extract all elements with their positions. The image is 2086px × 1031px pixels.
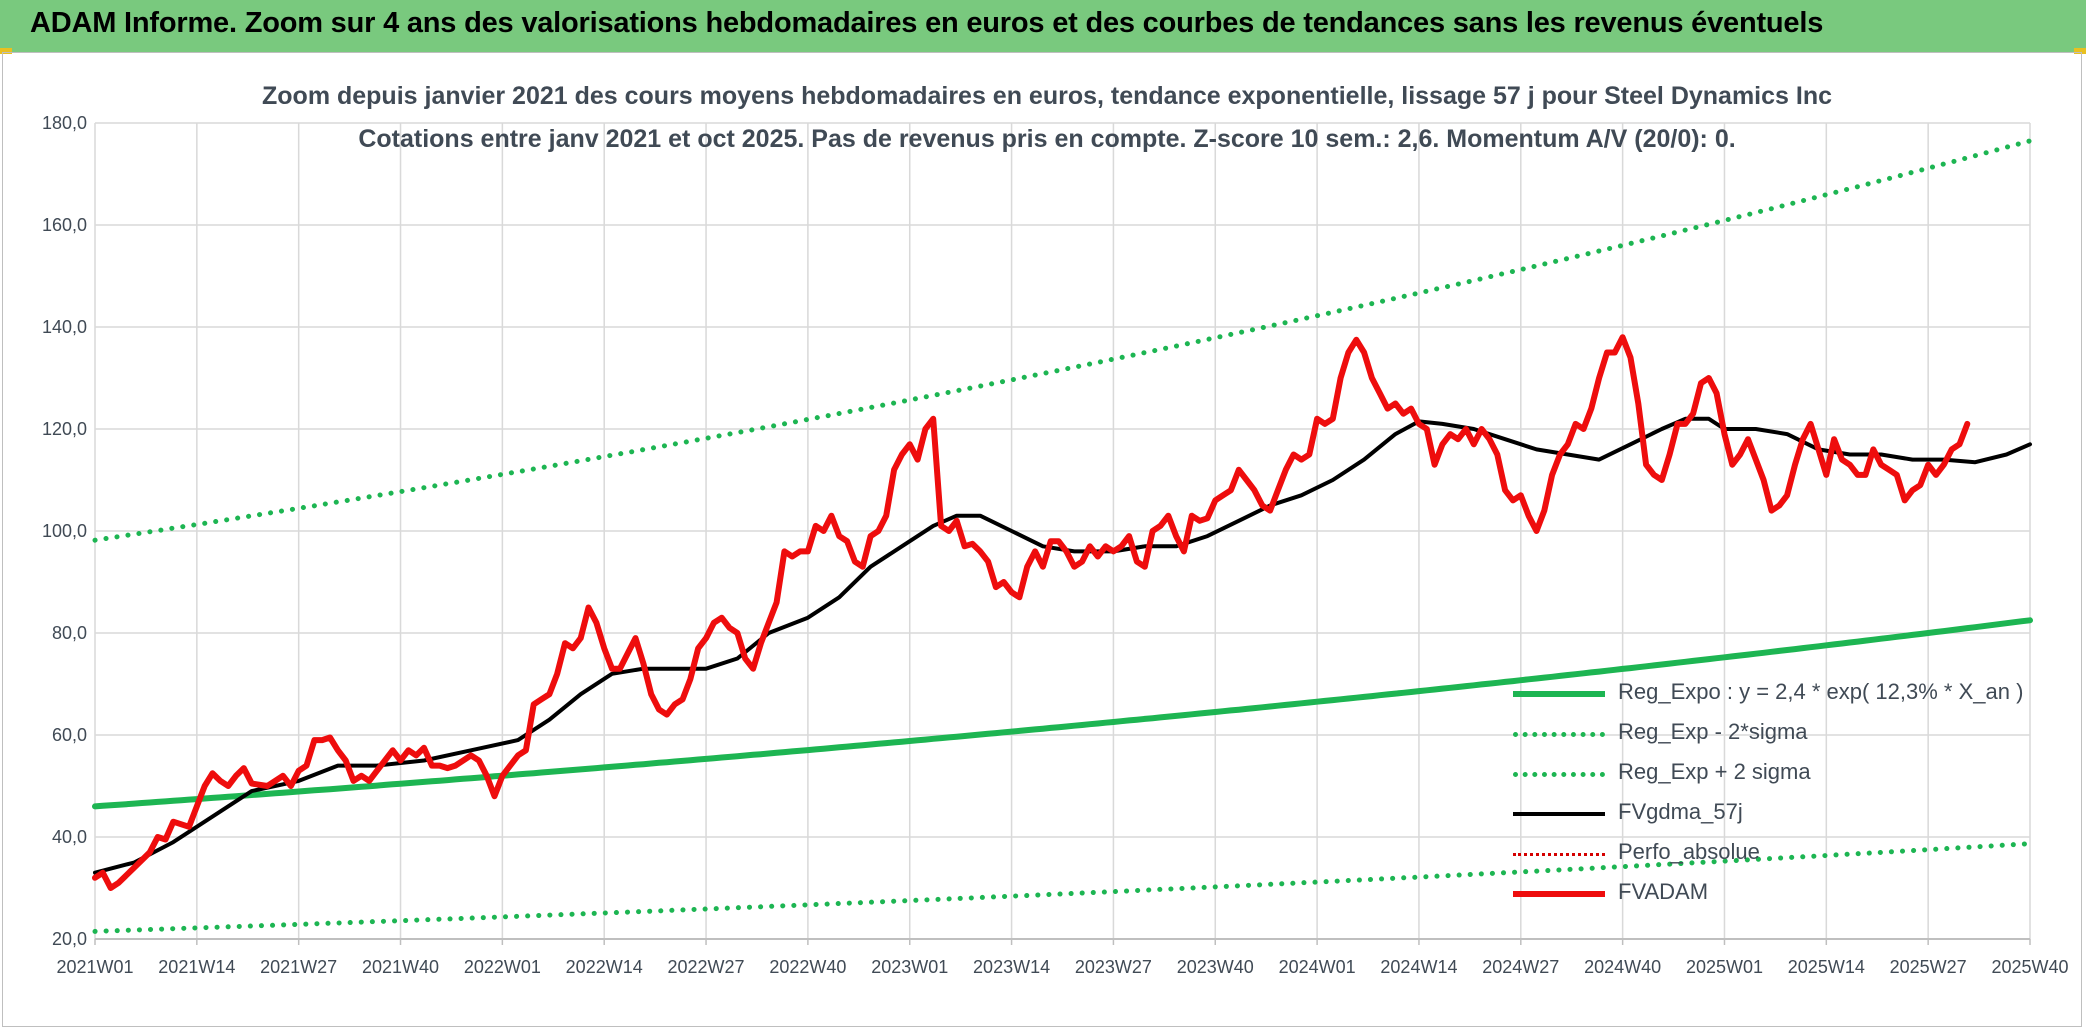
x-axis: 2021W01 2021W14 2021W27 2021W40 2022W01 2022W…: [56, 938, 2069, 977]
legend-label-fvadam: FVADAM: [1618, 879, 1709, 904]
y-tick-label: 120,0: [42, 419, 87, 439]
legend-item-reg-expo: Reg_Expo : y = 2,4 * exp( 12,3% * X_an ): [1510, 677, 2030, 711]
legend-swatch-reg-expo: [1513, 691, 1605, 697]
legend-swatch-reg-low: [1513, 732, 1605, 737]
legend-swatch-fvadam: [1513, 891, 1605, 897]
report-banner: ADAM Informe. Zoom sur 4 ans des valoris…: [0, 0, 2086, 52]
legend-label-reg-high: Reg_Exp + 2 sigma: [1618, 759, 1811, 784]
legend-item-reg-low: Reg_Exp - 2*sigma: [1510, 717, 2030, 751]
legend-item-reg-high: Reg_Exp + 2 sigma: [1510, 757, 2030, 791]
x-tick-label: 2023W40: [1177, 957, 1254, 977]
chart-frame: [2, 52, 2082, 1027]
legend-swatch-fvgdma: [1513, 812, 1605, 816]
x-tick-label: 2022W27: [668, 957, 745, 977]
x-tick-label: 2024W27: [1482, 957, 1559, 977]
legend-label-perfo: Perfo_absolue: [1618, 839, 1760, 864]
y-tick-label: 80,0: [52, 623, 87, 643]
x-tick-label: 2021W40: [362, 957, 439, 977]
series-line-reg-high: [92, 138, 2033, 543]
y-tick-label: 180,0: [42, 113, 87, 133]
x-tick-label: 2025W27: [1890, 957, 1967, 977]
legend-label-reg-low: Reg_Exp - 2*sigma: [1618, 719, 1808, 744]
series-line-reg-expo: [92, 617, 2033, 810]
chart-subtitle: Cotations entre janv 2021 et oct 2025. P…: [358, 125, 1736, 153]
x-tick-label: 2025W40: [1991, 957, 2068, 977]
y-tick-label: 40,0: [52, 827, 87, 847]
y-tick-label: 140,0: [42, 317, 87, 337]
report-title: ADAM Informe. Zoom sur 4 ans des valoris…: [30, 7, 1824, 39]
x-tick-label: 2022W01: [464, 957, 541, 977]
x-tick-label: 2022W14: [566, 957, 643, 977]
legend-swatch-perfo: [1513, 853, 1605, 856]
x-tick-label: 2023W27: [1075, 957, 1152, 977]
y-tick-label: 60,0: [52, 725, 87, 745]
x-tick-label: 2021W27: [260, 957, 337, 977]
x-tick-label: 2024W01: [1279, 957, 1356, 977]
banner-corner-left: [0, 48, 12, 54]
series-group: [92, 138, 2033, 934]
x-tick-label: 2022W40: [769, 957, 846, 977]
x-tick-label: 2021W14: [158, 957, 235, 977]
y-tick-label: 160,0: [42, 215, 87, 235]
legend-label-fvgdma: FVgdma_57j: [1618, 799, 1743, 824]
y-tick-label: 20,0: [52, 929, 87, 949]
grid: [94, 122, 2031, 940]
legend-item-fvgdma: FVgdma_57j: [1510, 797, 2030, 831]
series-line-reg-low: [92, 841, 2033, 934]
series-line-fvadam: [92, 334, 1971, 891]
legend-label-reg-expo: Reg_Expo : y = 2,4 * exp( 12,3% * X_an ): [1618, 679, 2024, 704]
x-tick-label: 2024W40: [1584, 957, 1661, 977]
x-tick-label: 2023W01: [871, 957, 948, 977]
banner-corner-right: [2074, 48, 2086, 54]
y-tick-label: 100,0: [42, 521, 87, 541]
legend-item-fvadam: FVADAM: [1510, 877, 2030, 911]
legend-item-perfo: Perfo_absolue: [1510, 837, 2030, 871]
x-tick-label: 2021W01: [56, 957, 133, 977]
x-tick-label: 2024W14: [1380, 957, 1457, 977]
x-tick-label: 2025W14: [1788, 957, 1865, 977]
chart-title: Zoom depuis janvier 2021 des cours moyen…: [262, 82, 1832, 110]
legend-swatch-reg-high: [1513, 772, 1605, 777]
y-axis: 20,0 40,0 60,0 80,0 100,0 120,0 140,0 160,0 180,…: [42, 113, 87, 949]
x-tick-label: 2025W01: [1686, 957, 1763, 977]
x-tick-label: 2023W14: [973, 957, 1050, 977]
